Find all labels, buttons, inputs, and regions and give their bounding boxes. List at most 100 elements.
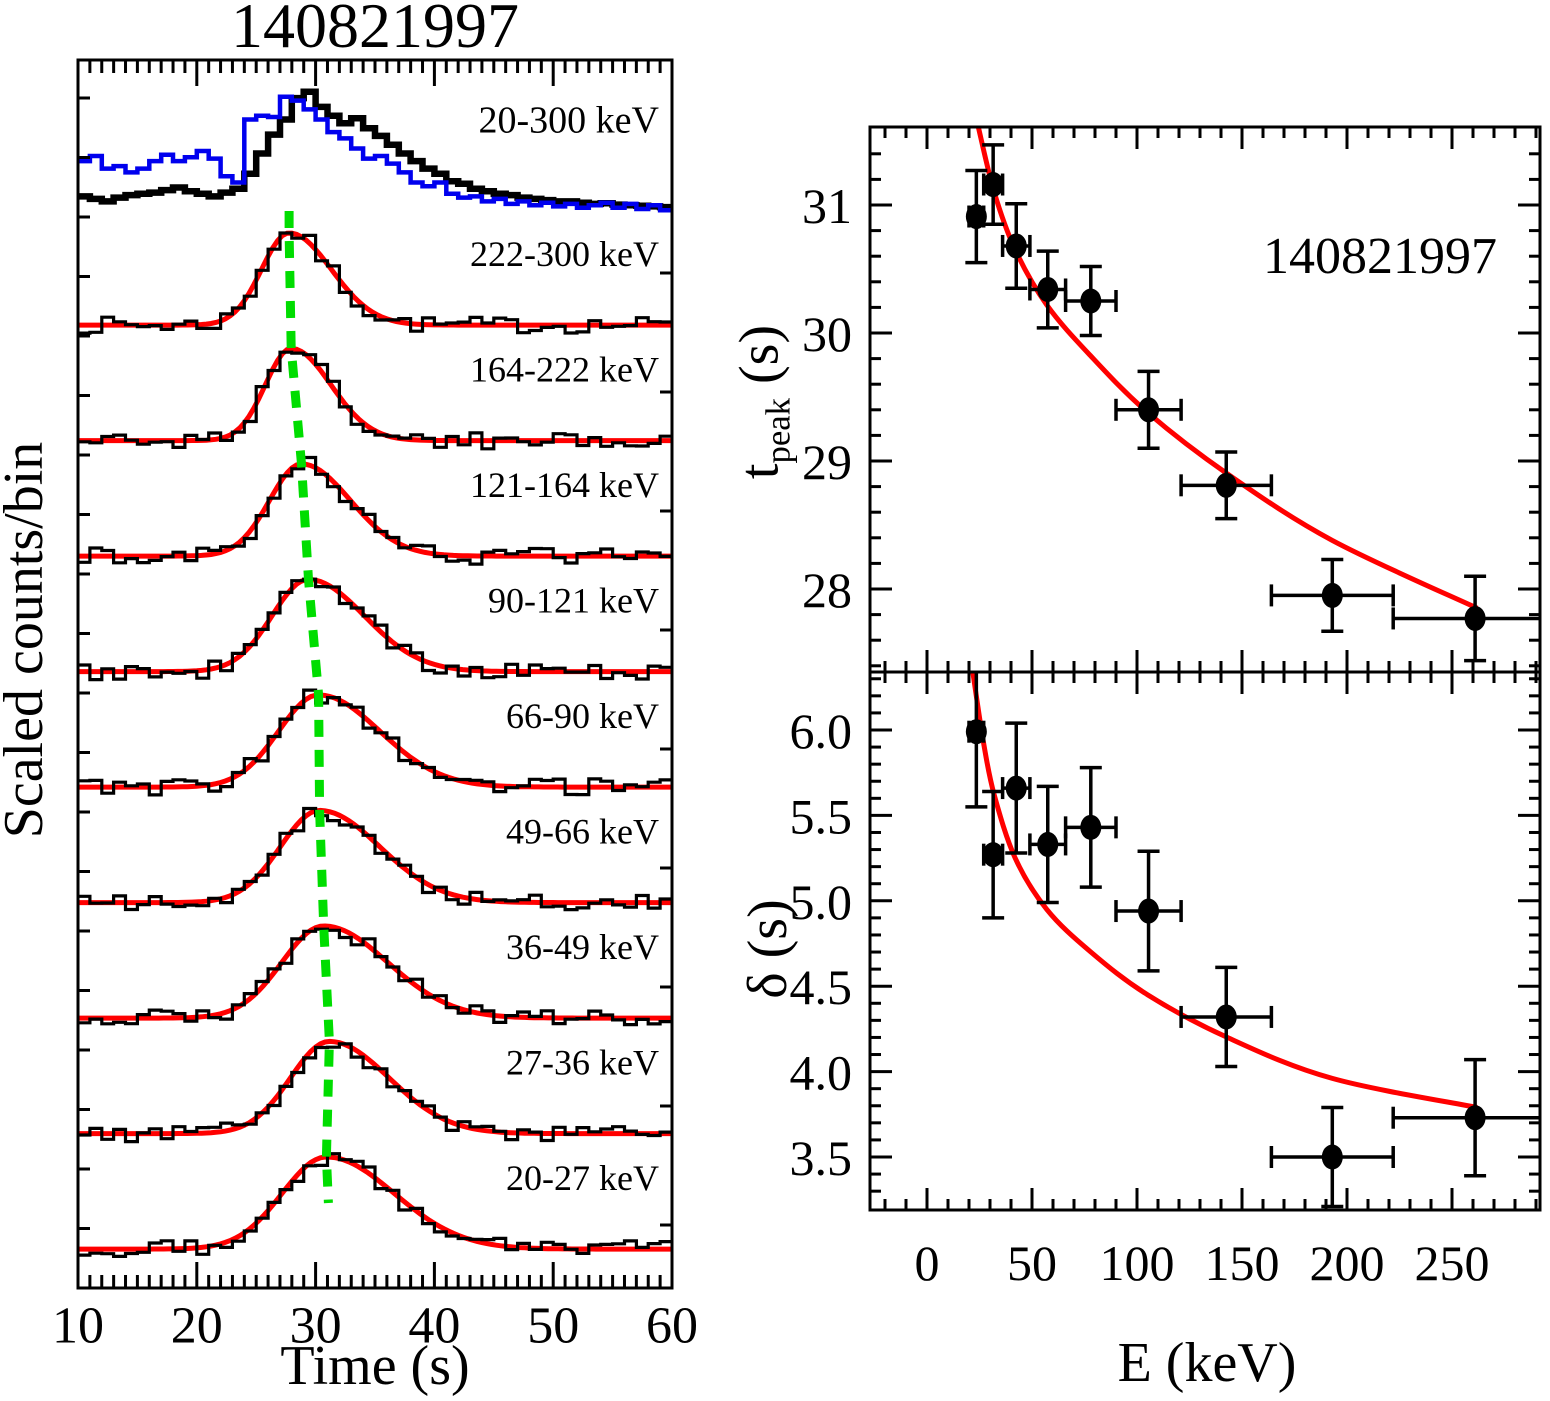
band-histogram xyxy=(79,577,671,682)
data-point xyxy=(1063,264,1118,338)
left-x-tick-label: 60 xyxy=(646,1298,698,1355)
tpeak-label-base: t xyxy=(728,463,791,480)
right-x-tick-label: 250 xyxy=(1415,1235,1490,1291)
tpeak-panel xyxy=(965,128,1540,663)
band-label: 66-90 keV xyxy=(506,696,659,736)
marker xyxy=(1005,233,1027,259)
left-x-tick-label: 40 xyxy=(408,1298,460,1355)
band-histogram xyxy=(79,806,671,912)
delta-y-tick-label: 6.0 xyxy=(790,703,853,759)
marker xyxy=(1138,397,1160,423)
right-x-axis-label: E (keV) xyxy=(1117,1332,1297,1394)
marker xyxy=(1321,1144,1343,1170)
band-histogram xyxy=(79,350,671,451)
fit-curve xyxy=(975,128,1479,611)
band-histogram xyxy=(79,231,671,335)
marker xyxy=(1215,472,1237,498)
marker xyxy=(1005,775,1027,801)
band-label: 36-49 keV xyxy=(506,927,659,967)
band-49-66 xyxy=(79,806,671,912)
delta-y-tick-label: 5.0 xyxy=(790,874,853,930)
band-label: 121-164 keV xyxy=(470,465,659,505)
light-curve-panel xyxy=(79,88,671,1258)
marker xyxy=(1037,831,1059,857)
band-label: 90-121 keV xyxy=(488,580,659,620)
band-27-36 xyxy=(79,1038,671,1144)
tpeak-y-tick-label: 29 xyxy=(802,434,852,490)
marker xyxy=(1321,582,1343,608)
data-point xyxy=(1179,965,1274,1069)
delta-y-tick-label: 4.0 xyxy=(790,1045,853,1101)
right-x-tick-label: 100 xyxy=(1100,1235,1175,1291)
data-point xyxy=(1391,1057,1540,1178)
left-x-tick-label: 10 xyxy=(52,1298,104,1355)
band-label: 49-66 keV xyxy=(506,811,659,851)
left-x-axis-label: Time (s) xyxy=(280,1335,470,1397)
tpeak-y-tick-label: 31 xyxy=(802,178,852,234)
data-point xyxy=(1028,784,1068,905)
tpeak-label-unit: (s) xyxy=(728,324,791,398)
marker xyxy=(1215,1004,1237,1030)
marker xyxy=(965,204,987,230)
data-point xyxy=(1269,557,1395,633)
delta-y-tick-label: 4.5 xyxy=(790,959,853,1015)
tpeak-y-tick-label: 30 xyxy=(802,306,852,362)
band-histogram xyxy=(79,455,671,566)
band-histogram xyxy=(79,927,671,1027)
marker xyxy=(965,719,987,745)
data-point xyxy=(1391,574,1540,663)
right-x-tick-label: 0 xyxy=(915,1235,940,1291)
data-point xyxy=(1179,450,1274,521)
marker xyxy=(982,842,1004,868)
composite-black-lightcurve xyxy=(79,88,671,211)
right-panel-axes: 28 29 30 31 3.5 4.0 4.5 5.0 5.5 6.0 0 50 100 150 200 25… xyxy=(790,125,1542,1291)
marker xyxy=(982,172,1004,198)
band-label: 27-36 keV xyxy=(506,1042,659,1082)
data-point xyxy=(1028,249,1068,330)
marker xyxy=(1037,276,1059,302)
band-222-300 xyxy=(79,230,671,335)
delta-panel xyxy=(965,672,1540,1209)
data-point xyxy=(1269,1105,1395,1209)
band-histogram xyxy=(79,1152,671,1258)
right-panel-annotation: 140821997 xyxy=(1263,228,1497,285)
left-x-tick-label: 20 xyxy=(171,1298,223,1355)
band-66-90 xyxy=(79,688,671,797)
right-x-tick-label: 150 xyxy=(1205,1235,1280,1291)
tpeak-y-axis-label: tpeak (s) xyxy=(728,324,798,480)
left-x-tick-label: 50 xyxy=(527,1298,579,1355)
data-point xyxy=(1000,721,1032,855)
marker xyxy=(1138,898,1160,924)
band-histogram xyxy=(79,1042,671,1144)
band-121-164 xyxy=(79,455,671,566)
right-x-tick-label: 50 xyxy=(1007,1235,1057,1291)
left-y-axis-label: Scaled counts/bin xyxy=(0,441,55,839)
band-label: 164-222 keV xyxy=(470,349,659,389)
left-x-tick-label: 30 xyxy=(290,1298,342,1355)
tpeak-label-sub: peak xyxy=(758,397,798,464)
data-point xyxy=(1000,201,1032,290)
data-point xyxy=(1114,849,1183,973)
marker xyxy=(1464,605,1486,631)
data-point xyxy=(965,672,988,809)
tpeak-y-tick-label: 28 xyxy=(802,562,852,618)
band-20-27 xyxy=(79,1152,671,1258)
delta-y-tick-label: 3.5 xyxy=(790,1130,853,1186)
band-90-121 xyxy=(79,576,671,682)
band-164-222 xyxy=(79,345,671,451)
data-point xyxy=(981,789,1005,920)
data-point xyxy=(1063,765,1118,889)
composite-band-label: 20-300 keV xyxy=(479,100,660,142)
band-histogram xyxy=(79,688,671,797)
right-x-tick-label: 200 xyxy=(1310,1235,1385,1291)
band-label: 222-300 keV xyxy=(470,234,659,274)
composite-blue-lightcurve xyxy=(79,94,671,213)
marker xyxy=(1080,814,1102,840)
data-point xyxy=(981,143,1005,226)
left-panel-axes: 10 20 30 40 50 60 20-300 keV 222-300 keV 164-222… xyxy=(52,58,698,1355)
marker xyxy=(1080,288,1102,314)
data-point xyxy=(1114,369,1183,450)
fit-curve xyxy=(970,672,1478,1110)
